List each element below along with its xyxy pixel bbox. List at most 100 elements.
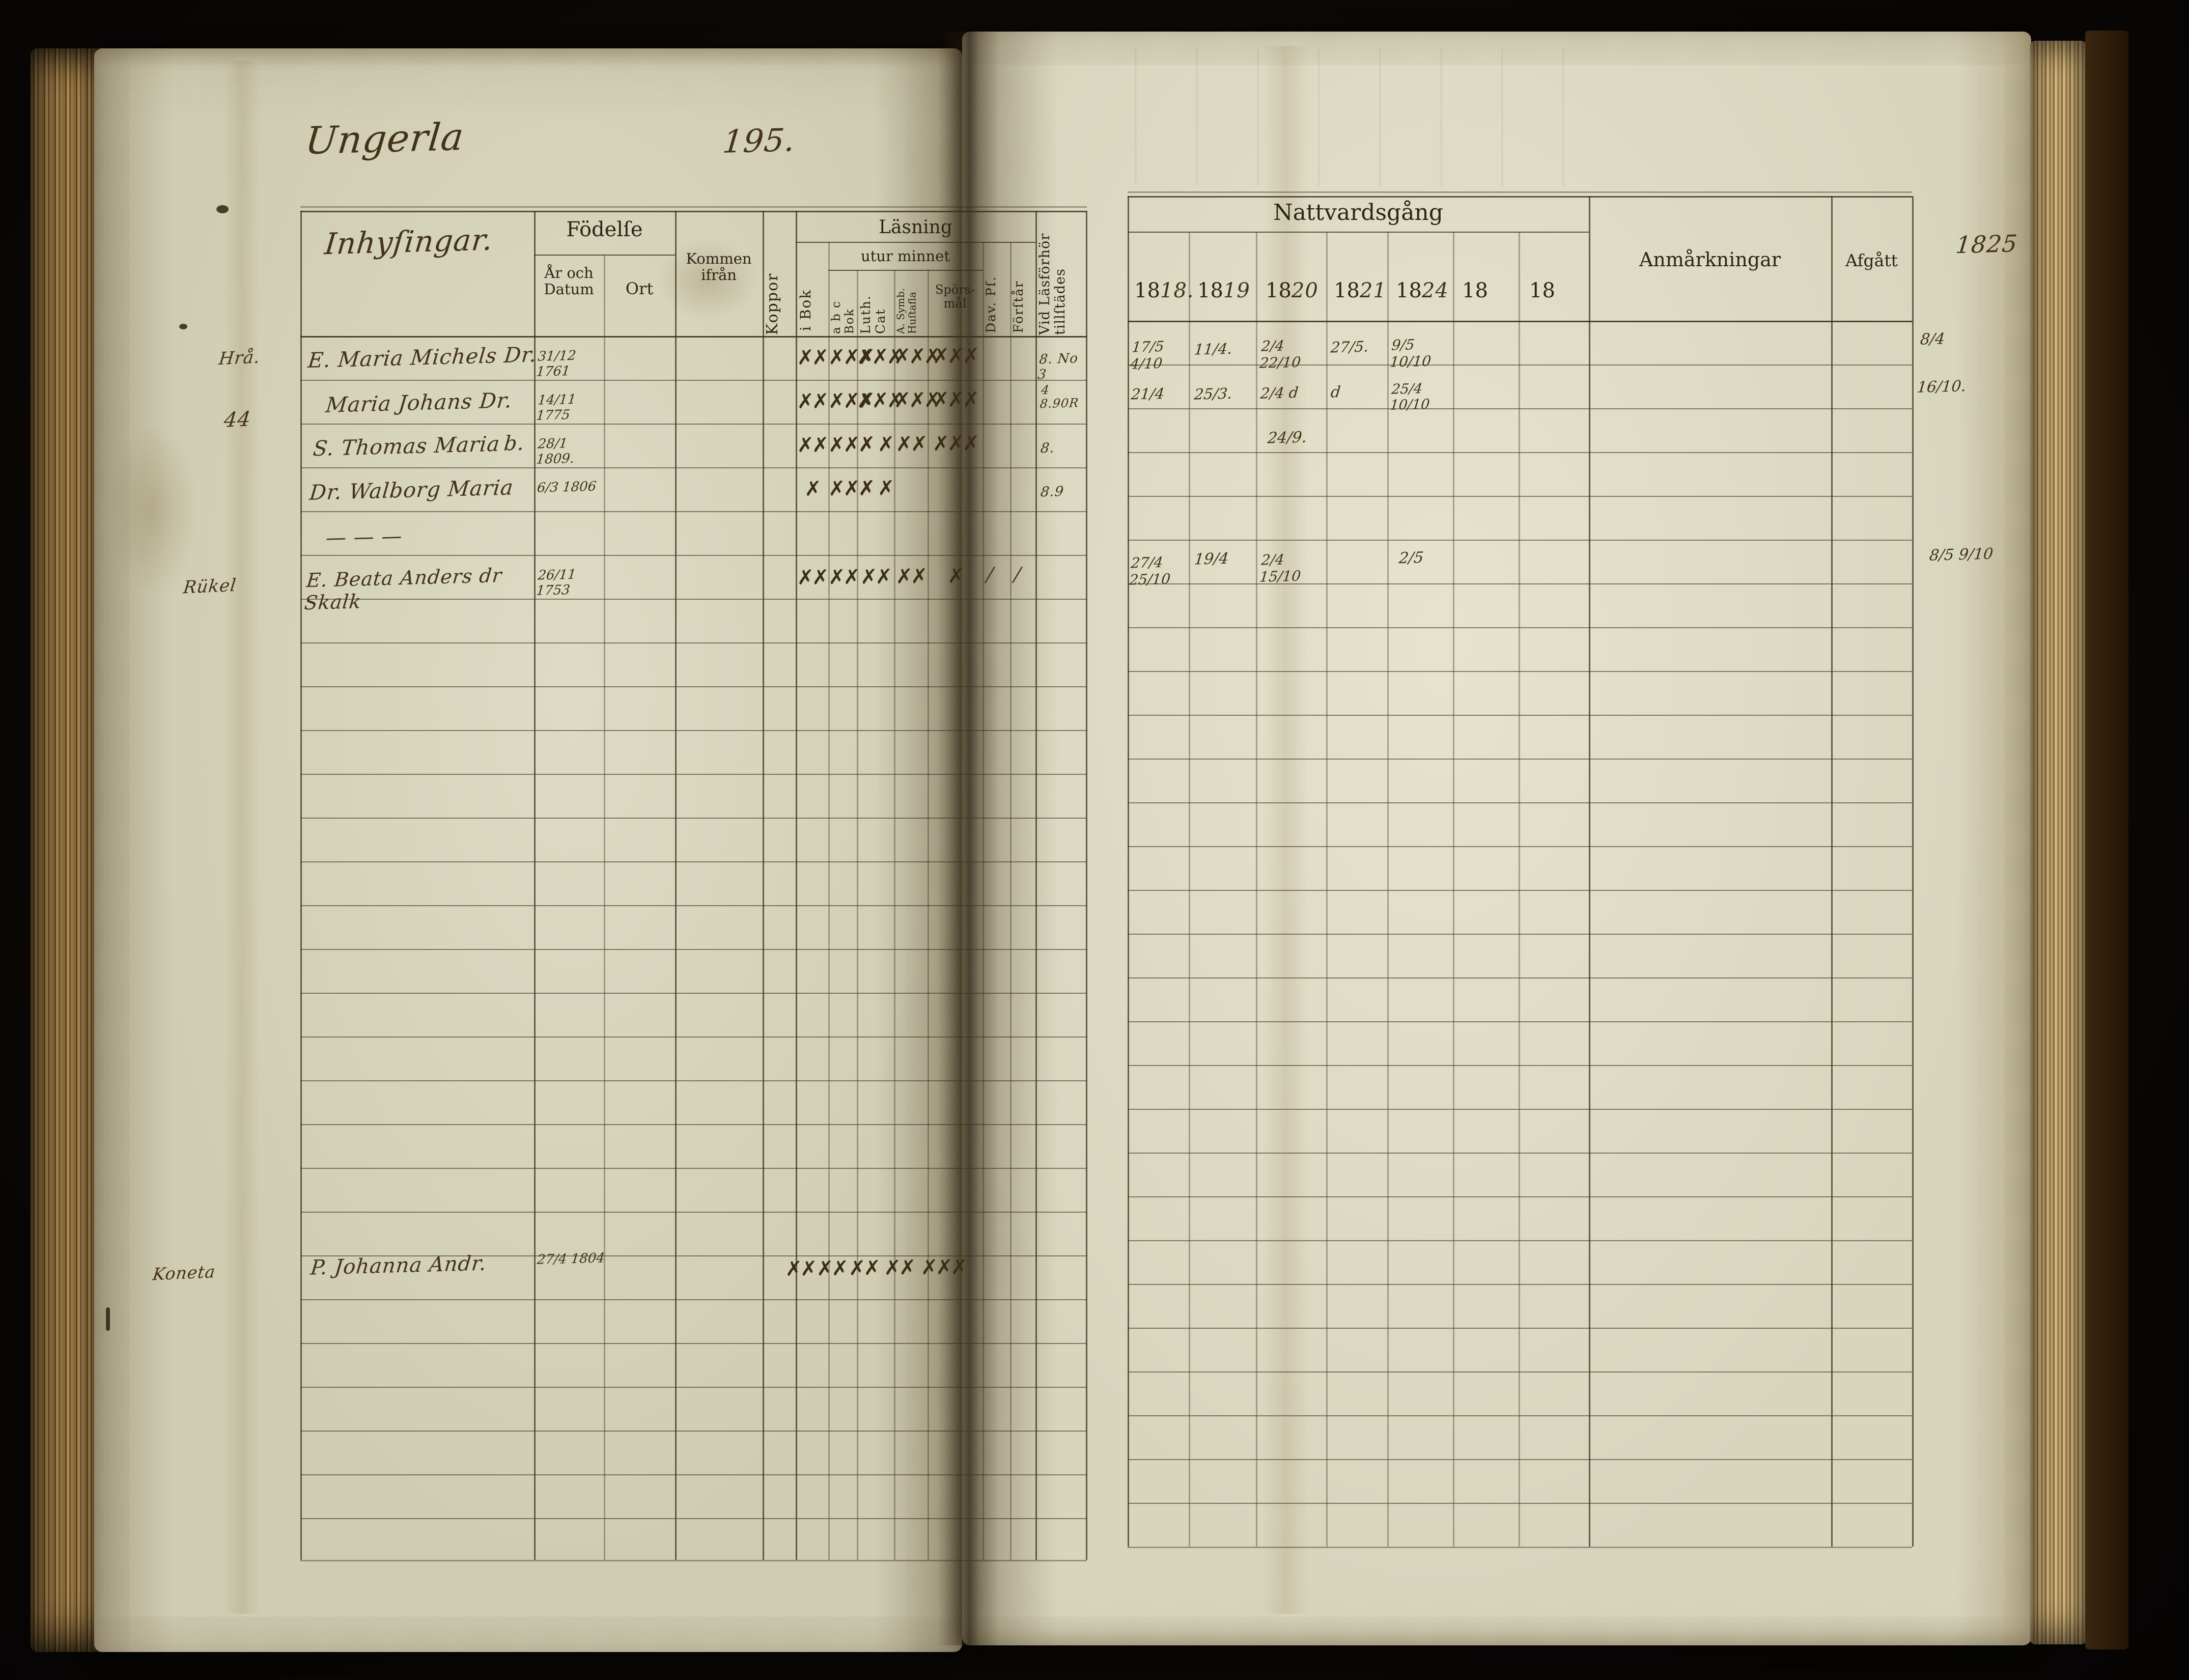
- year-written: 20: [1291, 279, 1318, 302]
- year-printed: 18: [1334, 279, 1360, 302]
- column-header-afgatt: Afgått: [1845, 250, 1898, 270]
- column-header-vid-lasforhor-tillstades: Vid Läsförhör tillſtädes: [1037, 233, 1069, 335]
- reading-marks-row: ✗✗ ✗✗✗ ✗✗✗ ✗✗✗ ✗✗✗: [796, 344, 983, 370]
- mark-abc-bok: ✗✗: [828, 565, 859, 590]
- margin-note: 44: [222, 407, 252, 432]
- entry-birth-date: 28/1 1809.: [536, 436, 575, 467]
- reading-marks-row: ✗✗ ✗✗✗ ✗ ✗ ✗✗ ✗✗✗: [796, 432, 983, 457]
- mark-sporsmal: ✗✗✗: [932, 432, 978, 456]
- column-header-dav-ps: Dav. Pſ.: [984, 275, 998, 333]
- mark-i-bok: ✗✗: [797, 346, 827, 370]
- column-header-fodelse: Födelſe: [566, 218, 643, 241]
- mark-symb: ✗✗: [884, 1256, 914, 1280]
- tillstades-note: 8.: [1040, 440, 1056, 457]
- entry-name-suffix: b.: [502, 431, 526, 456]
- year-printed: 18: [1462, 279, 1488, 302]
- column-header-kommen-ifran: Kommen ifrån: [686, 250, 752, 284]
- page-number: 195.: [721, 121, 797, 160]
- year-printed: 18: [1529, 279, 1555, 302]
- column-header-nattvardsgang: Nattvardsgång: [1273, 200, 1443, 226]
- year-printed: 18: [1134, 279, 1160, 302]
- column-header-anmarkningar: Anmårkningar: [1639, 248, 1781, 271]
- mark-abc-bok: ✗✗✗: [828, 433, 874, 457]
- margin-note: Hrå.: [217, 347, 262, 370]
- paper-stain: [107, 423, 199, 596]
- mark-sporsmal: ✗✗✗: [932, 388, 978, 412]
- mark-dav-ps: /: [985, 563, 995, 586]
- year-written: 24: [1421, 279, 1449, 302]
- year-written: 18.: [1160, 279, 1194, 302]
- reading-marks-row: ✗ ✗✗✗ ✗ ✗: [796, 475, 983, 501]
- column-header-lasning: Läsning: [879, 217, 952, 238]
- mark-abc-bok: ✗✗✗: [828, 345, 874, 370]
- column-header-abc-bok: a b c Bok: [830, 300, 856, 334]
- communion-1824: 9/5 10/10: [1389, 336, 1432, 371]
- mark-i-bok: ✗✗: [797, 389, 827, 413]
- ink-speck: [216, 205, 229, 213]
- margin-fraction: 16/10.: [1916, 377, 1967, 397]
- communion-1818: 17/5 4/10: [1129, 338, 1165, 373]
- column-header-ar-och-datum: År och Datum: [544, 264, 594, 298]
- book-cover-edge: [2085, 31, 2128, 1649]
- ink-speck: [179, 324, 187, 329]
- mark-symb: ✗✗✗: [893, 388, 939, 412]
- entry-birth-date: 26/11 1753: [536, 567, 577, 599]
- communion-1820: 2/4 d: [1259, 383, 1300, 402]
- year-printed: 18: [1266, 279, 1292, 302]
- mark-abc-bok: ✗✗: [816, 1256, 847, 1281]
- reading-marks-row: ✗✗ ✗✗ ✗✗ ✗✗ ✗: [796, 564, 983, 590]
- reading-marks-row: ✗✗ ✗✗ ✗✗ ✗✗ ✗✗✗: [784, 1255, 971, 1281]
- year-column-1820: 1820: [1266, 279, 1332, 302]
- year-written: 21: [1359, 279, 1387, 302]
- column-header-i-bok: i Bok: [797, 289, 814, 331]
- mark-i-bok: ✗✗: [797, 433, 827, 457]
- communion-1821: d: [1330, 383, 1341, 402]
- communion-1819: 25/3.: [1193, 384, 1233, 403]
- year-column-18-blank: 18: [1462, 279, 1523, 302]
- communion-1820: 2/4 15/10: [1258, 551, 1302, 585]
- column-header-luth-cat: Luth. Cat: [858, 295, 888, 334]
- entry-birth-date: 6/3 1806: [536, 479, 597, 496]
- communion-1818: 21/4: [1130, 384, 1165, 403]
- paper-stain: [657, 239, 759, 321]
- mark-luth-cat: ✗ ✗: [858, 432, 893, 457]
- communion-1820: 24/9.: [1267, 428, 1308, 447]
- communion-1821: 27/5.: [1330, 338, 1369, 356]
- mark-luth-cat: ✗✗✗: [856, 388, 902, 413]
- communion-1819: 19/4: [1193, 549, 1230, 569]
- margin-fraction: 8/5 9/10: [1928, 545, 1994, 565]
- mark-luth-cat: ✗ ✗: [858, 476, 893, 500]
- reading-marks-row: ✗✗ ✗✗✗ ✗✗✗ ✗✗✗ ✗✗✗: [796, 388, 983, 413]
- communion-1818: 27/4 25/10: [1128, 553, 1171, 589]
- communion-1819: 11/4.: [1193, 340, 1233, 358]
- tillstades-note: 8.9: [1040, 483, 1065, 500]
- mark-sporsmal: ✗: [947, 564, 963, 588]
- mark-symb: ✗✗: [895, 432, 926, 456]
- entry-birth-date: 27/4 1804: [536, 1250, 606, 1268]
- year-column-1821: 1821: [1334, 279, 1395, 302]
- mark-i-bok: ✗✗: [785, 1257, 816, 1281]
- margin-fraction: 8/4: [1919, 330, 1946, 349]
- right-page: [962, 32, 2031, 1645]
- mark-symb: ✗✗✗: [893, 344, 939, 369]
- mark-symb: [894, 476, 928, 500]
- year-written: 19: [1223, 279, 1250, 302]
- year-column-1819: 1819: [1197, 279, 1258, 302]
- year-column-1818: 1818.: [1134, 279, 1195, 302]
- column-header-sporsmal: Spörs- mål: [935, 283, 975, 311]
- mark-luth-cat: ✗✗✗: [856, 345, 902, 369]
- mark-abc-bok: ✗✗✗: [828, 477, 874, 501]
- page-heading-script: Ungerla: [303, 115, 466, 163]
- communion-1824: 25/4 10/10: [1389, 381, 1430, 413]
- mark-i-bok: ✗: [804, 477, 820, 501]
- column-header-ort: Ort: [625, 279, 654, 298]
- column-header-koppor: Koppor: [764, 272, 781, 335]
- mark-luth-cat: ✗✗: [860, 565, 891, 589]
- year-column-1824: 1824: [1396, 279, 1460, 302]
- communion-1820: 2/4 22/10: [1258, 337, 1302, 372]
- mark-forstar: /: [1013, 563, 1022, 586]
- tillstades-note: 4 8.90R: [1039, 382, 1080, 411]
- mark-i-bok: ✗✗: [797, 566, 827, 590]
- mark-abc-bok: ✗✗✗: [828, 389, 874, 413]
